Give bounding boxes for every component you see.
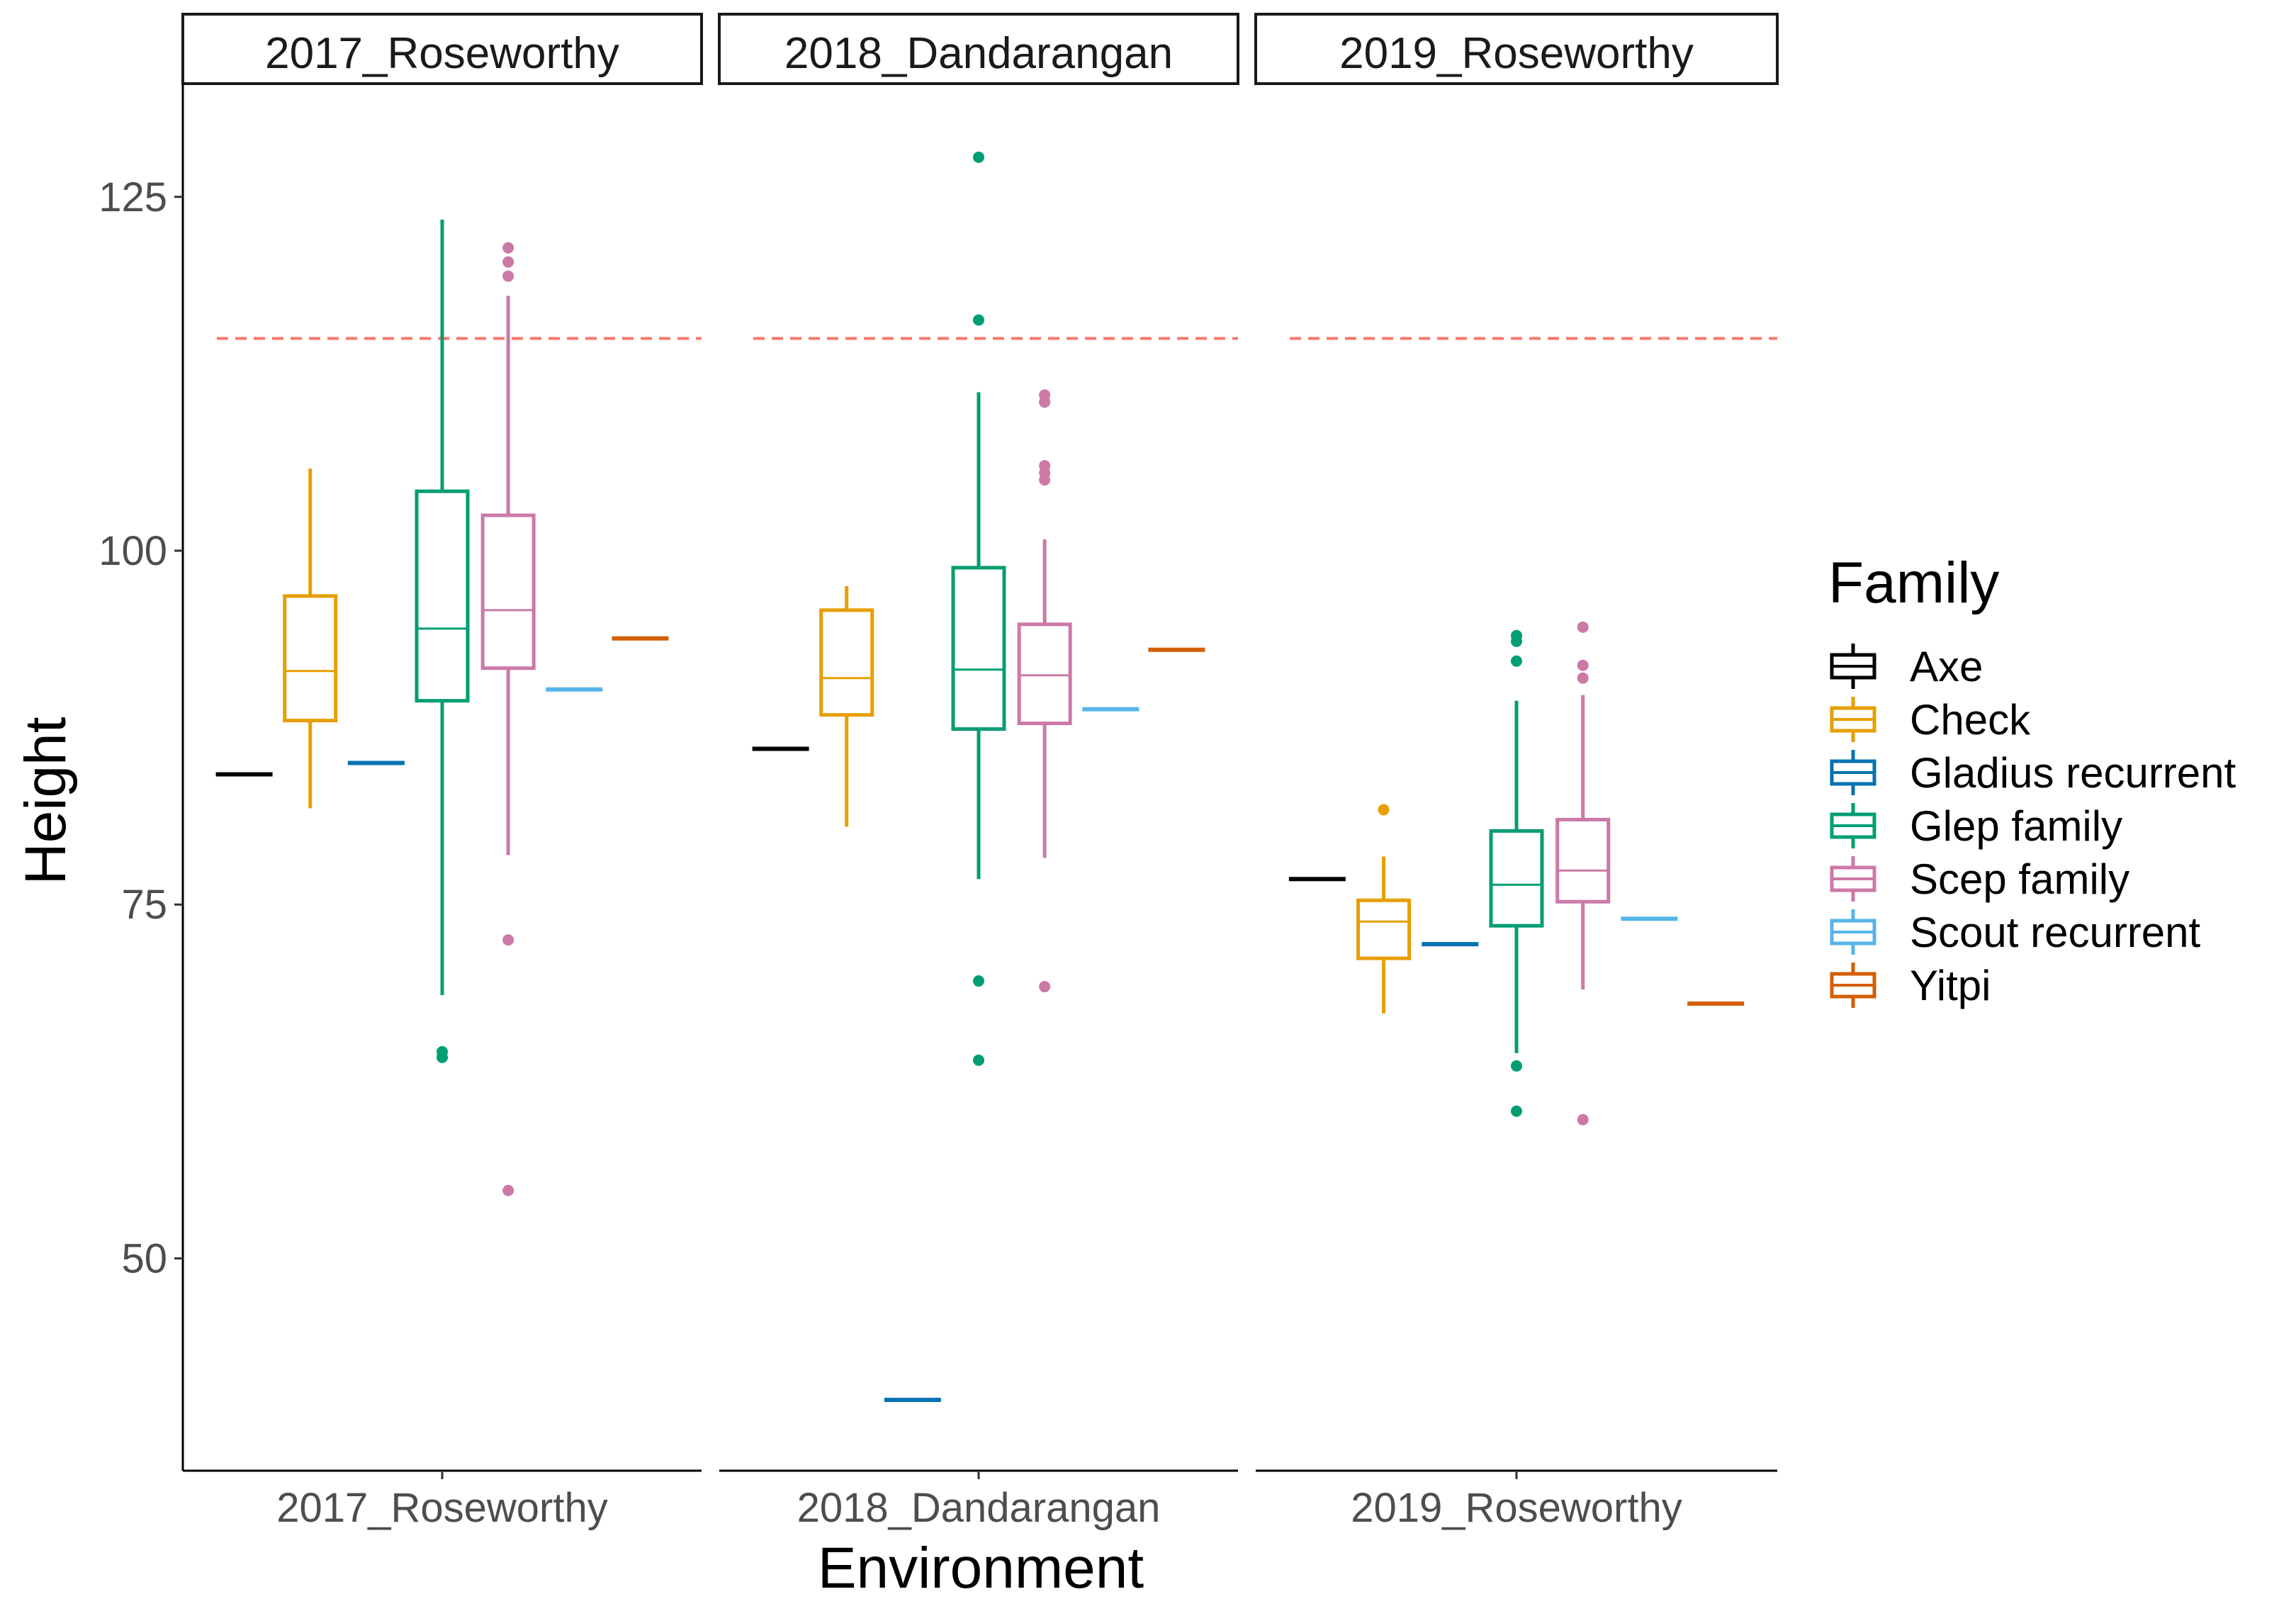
y-axis-title: Height bbox=[13, 717, 78, 885]
x-axis-title: Environment bbox=[818, 1536, 1144, 1600]
axes: 50 75 100 125 bbox=[99, 84, 1777, 1479]
facet-strip-2 bbox=[718, 13, 1239, 85]
iqr-box bbox=[415, 489, 470, 703]
legend-items: Axe Check Gladius recurrent Glep family Scep… bbox=[1830, 643, 2236, 1009]
legend-item: Gladius recurrent bbox=[1830, 749, 2236, 797]
legend-item: Scep family bbox=[1830, 855, 2129, 903]
outlier-point bbox=[502, 270, 514, 282]
iqr-box bbox=[1555, 817, 1611, 904]
legend-label: Gladius recurrent bbox=[1910, 749, 2236, 797]
outlier-point bbox=[1378, 804, 1390, 816]
outlier-point bbox=[1511, 655, 1522, 667]
box-scep-family bbox=[480, 242, 536, 1196]
outlier-point bbox=[973, 1054, 984, 1066]
outlier-point bbox=[1511, 635, 1522, 647]
outlier-point bbox=[502, 934, 514, 946]
box-scep-family bbox=[1017, 389, 1072, 993]
legend-label: Glep family bbox=[1910, 802, 2122, 850]
x-tick-label: 2019_Roseworthy bbox=[1351, 1485, 1682, 1531]
outlier-point bbox=[437, 1045, 448, 1057]
facet-strip-label: 2019_Roseworthy bbox=[1339, 29, 1694, 78]
outlier-point bbox=[1577, 1113, 1589, 1126]
facet-strip-label: 2017_Roseworthy bbox=[265, 29, 619, 78]
x-tick-label: 2017_Roseworthy bbox=[276, 1485, 608, 1531]
legend-label: Scout recurrent bbox=[1910, 909, 2201, 956]
legend-title: Family bbox=[1828, 551, 1999, 615]
outlier-point bbox=[973, 151, 984, 163]
iqr-box bbox=[951, 566, 1006, 731]
outlier-point bbox=[1577, 621, 1589, 633]
iqr-box bbox=[1489, 829, 1544, 928]
outlier-point bbox=[1039, 981, 1051, 993]
iqr-box bbox=[283, 594, 338, 723]
legend-item: Yitpi bbox=[1830, 962, 1991, 1009]
legend-item: Glep family bbox=[1830, 802, 2122, 850]
outlier-point bbox=[973, 975, 984, 987]
x-tick-label: 2018_Dandarangan bbox=[797, 1485, 1161, 1531]
box-marks bbox=[215, 151, 1745, 1403]
outlier-point bbox=[502, 256, 514, 268]
iqr-box bbox=[1017, 622, 1072, 726]
legend-label: Axe bbox=[1910, 643, 1983, 690]
y-tick-label: 50 bbox=[121, 1235, 167, 1281]
legend: Family Axe Check Gladius recurrent Glep fam… bbox=[1828, 551, 2236, 1009]
facet-strip-label: 2018_Dandarangan bbox=[784, 29, 1173, 78]
legend-label: Yitpi bbox=[1910, 962, 1991, 1009]
box-check bbox=[283, 468, 338, 809]
x-tick-labels: 2017_Roseworthy 2018_Dandarangan 2019_Rose… bbox=[276, 1485, 1682, 1531]
outlier-point bbox=[1039, 474, 1051, 486]
facet-strip-3 bbox=[1254, 13, 1779, 85]
box-glep-family bbox=[1489, 629, 1544, 1117]
facet-strip-1 bbox=[181, 13, 703, 85]
box-scep-family bbox=[1555, 621, 1611, 1126]
box-check bbox=[819, 585, 874, 827]
legend-item: Axe bbox=[1830, 643, 1983, 690]
iqr-box bbox=[480, 513, 536, 670]
outlier-point bbox=[1577, 672, 1589, 684]
outlier-point bbox=[502, 242, 514, 254]
y-tick-label: 100 bbox=[99, 528, 167, 574]
y-tick-label: 125 bbox=[99, 174, 167, 220]
outlier-point bbox=[1511, 1060, 1522, 1072]
iqr-box bbox=[819, 608, 874, 717]
box-check bbox=[1356, 804, 1412, 1014]
box-glep-family bbox=[951, 151, 1006, 1066]
legend-label: Check bbox=[1910, 696, 2031, 744]
outlier-point bbox=[1577, 659, 1589, 671]
y-tick-label: 75 bbox=[121, 882, 167, 928]
iqr-box bbox=[1356, 898, 1412, 960]
outlier-point bbox=[973, 314, 984, 326]
legend-item: Check bbox=[1830, 696, 2031, 744]
outlier-point bbox=[502, 1184, 514, 1196]
legend-label: Scep family bbox=[1910, 855, 2129, 903]
outlier-point bbox=[1039, 396, 1051, 408]
outlier-point bbox=[1511, 1105, 1522, 1117]
legend-item: Scout recurrent bbox=[1830, 909, 2201, 956]
box-glep-family bbox=[415, 219, 470, 1063]
facet-strips: 2017_Roseworthy 2018_Dandarangan 2019_Rose… bbox=[181, 13, 1779, 85]
